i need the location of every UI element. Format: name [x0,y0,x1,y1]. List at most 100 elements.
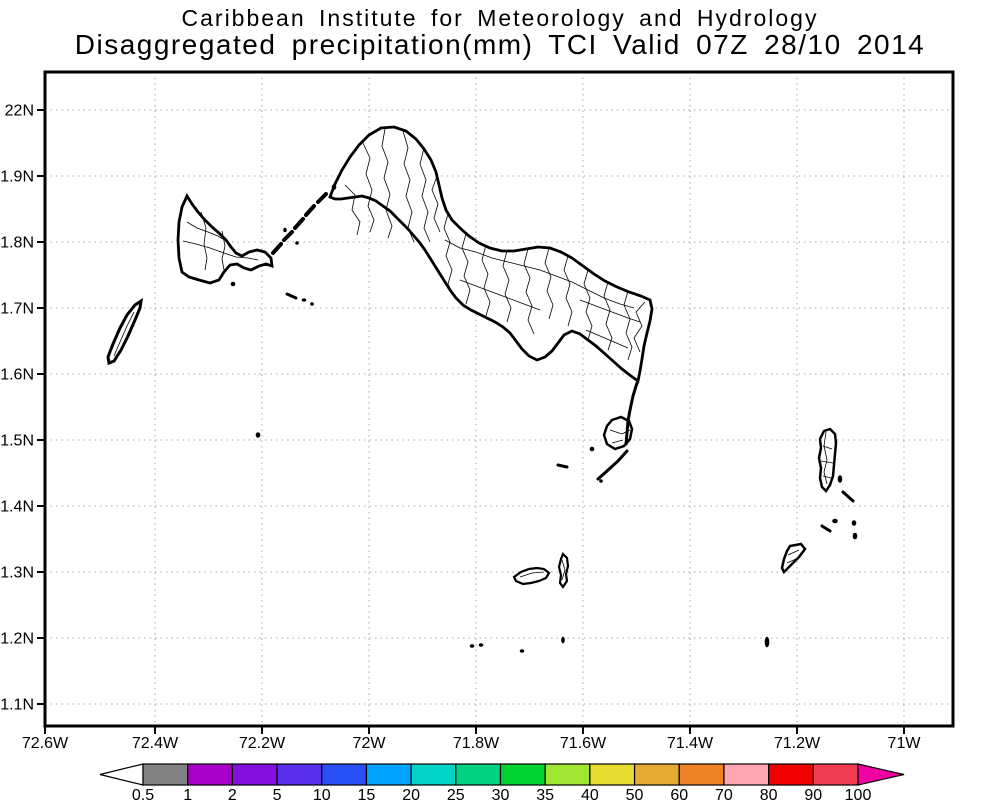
small-cay-speck [832,518,838,524]
colorbar-value-label: 2 [228,787,237,800]
south-caicos-tail [596,449,629,481]
district-boundary-line [459,279,541,311]
district-boundary-line [461,233,471,305]
colorbar-segment [142,763,189,786]
island-north-middle-east-caicos [328,125,654,384]
district-boundary-line [182,240,259,261]
colorbar-segment [544,763,591,786]
district-boundary-line [623,290,633,361]
district-boundary-line [481,244,491,317]
colorbar-value-label: 100 [845,787,872,800]
caicos-cay-chain [271,242,283,255]
y-axis-tick-label: 21.9N [0,169,34,186]
district-boundary-line [444,239,635,309]
district-boundary-line [431,175,441,233]
long-cay-strip [624,381,639,446]
district-boundary-line [611,439,624,444]
x-axis-tick-label: 72.4W [132,735,179,752]
district-boundary-line [563,255,573,327]
island-providenciales [176,193,274,285]
small-cay-speck [561,636,565,644]
district-boundary-line [200,211,208,271]
small-cay-speck [764,636,770,648]
caicos-cay-chain [282,230,294,242]
caicos-cay-chain [304,204,316,217]
y-axis-tick-label: 21.7N [0,301,34,318]
colorbar-value-label: 40 [581,787,599,800]
long-cay-west-dash [556,463,569,469]
colorbar-segment [410,763,457,786]
district-boundary-line [579,299,641,323]
colorbar-value-label: 70 [715,787,733,800]
grand-turk-south-dash [841,490,855,503]
y-axis-tick-label: 21.4N [0,499,34,516]
colorbar-value-label: 60 [670,787,688,800]
colorbar-value-label: 25 [447,787,465,800]
colorbar-value-label: 5 [273,787,282,800]
x-axis-tick-label: 71.8W [453,735,500,752]
district-boundary-line [402,130,415,243]
district-boundary-line [633,301,646,353]
colorbar-value-label: 80 [760,787,778,800]
colorbar-segment [455,763,502,786]
district-boundary-line [523,248,535,335]
x-axis-tick-label: 72.6W [22,735,69,752]
caicos-cay-chain [293,217,305,230]
small-cay-speck [310,302,314,306]
district-boundary-line [502,250,512,323]
small-cay-speck [837,475,843,483]
small-cay-speck [469,644,475,648]
small-cay-speck [295,241,299,245]
small-cay-speck [851,520,857,526]
district-boundary-line [820,460,834,464]
small-cay-speck [478,643,484,647]
x-axis-tick-label: 71.2W [774,735,821,752]
y-axis-tick-label: 22N [5,103,34,120]
district-boundary-line [519,571,545,578]
island-little-ambergris-cay [557,552,570,589]
x-axis-tick-label: 71W [888,735,922,752]
colorbar-segment [678,763,725,786]
figure-title-line2: Disaggregated precipitation(mm) TCI Vali… [74,29,926,60]
x-axis-tick-label: 72W [353,735,387,752]
colorbar-value-label: 10 [313,787,331,800]
y-axis-tick-label: 21.5N [0,433,34,450]
y-axis-tick-label: 21.1N [0,697,34,714]
district-boundary-line [381,128,393,239]
district-boundary-line [419,147,431,243]
colorbar-segment [768,763,814,786]
colorbar-value-label: 90 [804,787,822,800]
colorbar-segment [499,763,546,786]
colorbar-value-label: 35 [536,787,554,800]
district-boundary-line [344,184,361,236]
colorbar-value-label: 20 [402,787,420,800]
district-boundary-line [583,269,593,341]
district-boundary-line [787,549,800,556]
colorbar-segment [276,763,323,786]
small-cay-speck [331,184,337,190]
colorbar-segment [231,763,278,786]
district-boundary-line [561,559,566,581]
pear-cay-dash [820,524,832,533]
colorbar-segment [365,763,412,786]
island-grand-turk [817,427,838,493]
district-boundary-line [443,213,455,297]
provo-south-dash [285,292,298,300]
colorbar-value-label: 15 [358,787,376,800]
caicos-cay-chain [316,192,328,204]
x-axis-tick-label: 71.6W [560,735,607,752]
district-boundary-line [823,431,828,485]
y-axis-tick-label: 21.3N [0,565,34,582]
district-boundary-line [585,329,629,349]
y-axis-tick-label: 21.2N [0,631,34,648]
figure-title-line1: Caribbean Institute for Meteorology and … [181,5,819,31]
x-axis-tick-label: 71.4W [667,735,714,752]
plot-frame [43,70,955,728]
colorbar-value-label: 30 [492,787,510,800]
district-boundary-line [544,247,554,320]
small-cay-speck [230,281,236,287]
colorbar-segment [723,763,770,786]
small-cay-speck [519,649,525,653]
